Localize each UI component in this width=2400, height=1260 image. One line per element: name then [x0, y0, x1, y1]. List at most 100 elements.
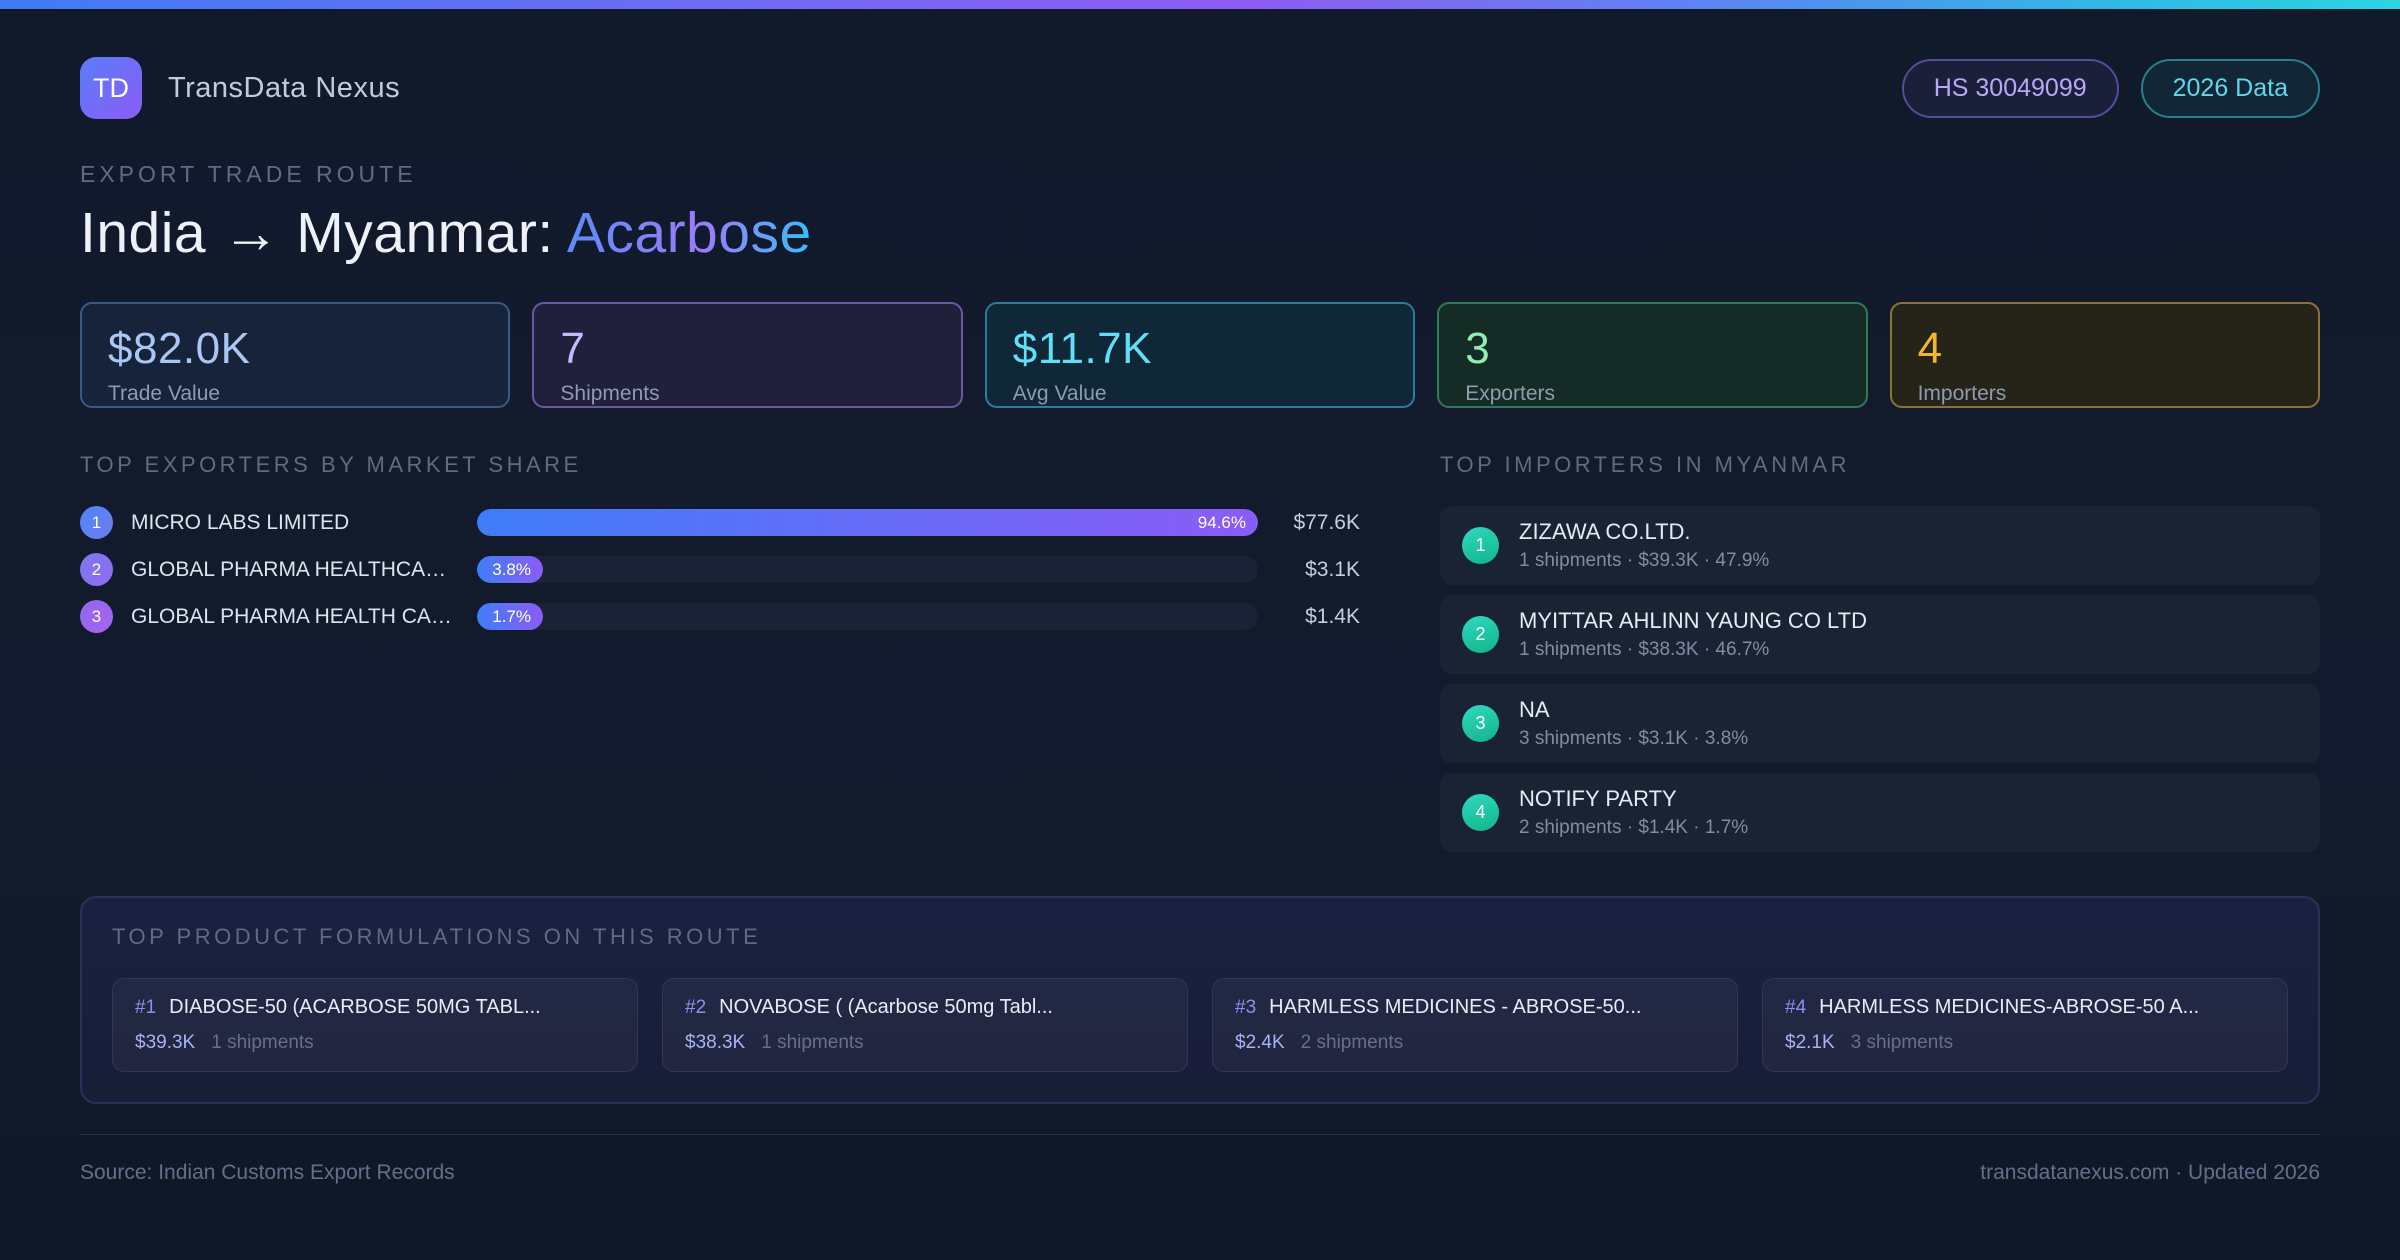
product-value: $38.3K — [685, 1032, 746, 1053]
importer-info: ZIZAWA CO.LTD. 1 shipments · $39.3K · 47… — [1519, 519, 1769, 572]
importer-card[interactable]: 1 ZIZAWA CO.LTD. 1 shipments · $39.3K · … — [1440, 506, 2320, 585]
product-name: HARMLESS MEDICINES - ABROSE-50... — [1269, 996, 1642, 1018]
exporter-name: GLOBAL PHARMA HEALTH CARE ... — [131, 604, 461, 628]
importer-info: NOTIFY PARTY 2 shipments · $1.4K · 1.7% — [1519, 786, 1748, 839]
stat-card-shipments: 7 Shipments — [532, 302, 963, 408]
importer-card[interactable]: 3 NA 3 shipments · $3.1K · 3.8% — [1440, 684, 2320, 763]
exporter-row[interactable]: 1 MICRO LABS LIMITED 94.6% $77.6K — [80, 506, 1360, 539]
stat-value: 3 — [1465, 324, 1491, 373]
footer-source: Source: Indian Customs Export Records — [80, 1161, 455, 1184]
share-percent-label: 94.6% — [1197, 512, 1246, 532]
product-top: #1 DIABOSE-50 (ACARBOSE 50MG TABL... — [135, 996, 615, 1019]
stat-value: $11.7K — [1012, 324, 1152, 373]
product-value: $2.4K — [1235, 1032, 1285, 1053]
product-value: $39.3K — [135, 1032, 196, 1053]
stat-value: $82.0K — [108, 324, 251, 373]
rank-badge: 4 — [1462, 794, 1499, 831]
share-percent-label: 3.8% — [492, 559, 531, 579]
product-card[interactable]: #4 HARMLESS MEDICINES-ABROSE-50 A... $2.… — [1762, 978, 2288, 1072]
stat-label: Shipments — [560, 382, 660, 405]
product-shipments: 1 shipments — [761, 1032, 864, 1053]
product-name: NOVABOSE ( (Acarbose 50mg Tabl... — [719, 996, 1053, 1018]
rank-badge: 3 — [80, 600, 113, 633]
stat-label: Trade Value — [108, 382, 221, 405]
product-top: #4 HARMLESS MEDICINES-ABROSE-50 A... — [1785, 996, 2265, 1019]
exporter-bar-fill: 94.6% — [477, 509, 1258, 536]
exporter-bar-fill: 3.8% — [477, 556, 543, 583]
stat-value: 7 — [560, 324, 586, 373]
product-top: #3 HARMLESS MEDICINES - ABROSE-50... — [1235, 996, 1715, 1019]
importer-info: NA 3 shipments · $3.1K · 3.8% — [1519, 697, 1748, 750]
product-name: HARMLESS MEDICINES-ABROSE-50 A... — [1819, 996, 2200, 1018]
market-share-bar-track: 94.6% — [477, 509, 1258, 536]
rank-badge: 1 — [80, 506, 113, 539]
year-data-badge[interactable]: 2026 Data — [2140, 58, 2320, 118]
importer-name: ZIZAWA CO.LTD. — [1519, 519, 1691, 544]
page-title-product: Acarbose — [566, 201, 812, 265]
importer-card[interactable]: 4 NOTIFY PARTY 2 shipments · $1.4K · 1.7… — [1440, 773, 2320, 852]
exporter-row[interactable]: 3 GLOBAL PHARMA HEALTH CARE ... 1.7% $1.… — [80, 600, 1360, 633]
main-columns: TOP EXPORTERS BY MARKET SHARE 1 MICRO LA… — [80, 452, 2320, 862]
exporter-name: MICRO LABS LIMITED — [131, 510, 350, 534]
importers-heading: TOP IMPORTERS IN MYANMAR — [1440, 452, 1850, 477]
rank-badge: 2 — [1462, 616, 1499, 653]
stat-card-importers: 4 Importers — [1889, 302, 2320, 408]
product-rank: #4 — [1785, 997, 1807, 1018]
eyebrow-label: EXPORT TRADE ROUTE — [80, 161, 417, 187]
product-shipments: 1 shipments — [211, 1032, 314, 1053]
exporter-name: GLOBAL PHARMA HEALTHCARE P... — [131, 557, 461, 581]
product-name: DIABOSE-50 (ACARBOSE 50MG TABL... — [169, 996, 541, 1018]
importer-info: MYITTAR AHLINN YAUNG CO LTD 1 shipments … — [1519, 608, 1867, 661]
exporters-section: TOP EXPORTERS BY MARKET SHARE 1 MICRO LA… — [80, 452, 1360, 647]
product-bottom: $2.4K 2 shipments — [1235, 1032, 1715, 1054]
market-share-bar-track: 3.8% — [477, 556, 1258, 583]
exporter-bar-fill: 1.7% — [477, 603, 543, 630]
importer-meta: 1 shipments · $39.3K · 47.9% — [1519, 550, 1770, 571]
importer-meta: 1 shipments · $38.3K · 46.7% — [1519, 639, 1770, 660]
stat-label: Avg Value — [1012, 382, 1107, 405]
importer-meta: 2 shipments · $1.4K · 1.7% — [1519, 817, 1749, 838]
product-card[interactable]: #2 NOVABOSE ( (Acarbose 50mg Tabl... $38… — [662, 978, 1188, 1072]
importer-name: NA — [1519, 697, 1550, 722]
product-card[interactable]: #1 DIABOSE-50 (ACARBOSE 50MG TABL... $39… — [112, 978, 638, 1072]
exporter-row[interactable]: 2 GLOBAL PHARMA HEALTHCARE P... 3.8% $3.… — [80, 553, 1360, 586]
page-title: India → Myanmar: Acarbose — [80, 200, 2320, 266]
exporter-value: $77.6K — [1293, 510, 1360, 534]
product-bottom: $38.3K 1 shipments — [685, 1032, 1165, 1054]
product-bottom: $39.3K 1 shipments — [135, 1032, 615, 1054]
footer: Source: Indian Customs Export Records tr… — [80, 1134, 2320, 1185]
page-title-route: India → Myanmar: — [80, 201, 567, 265]
importer-name: MYITTAR AHLINN YAUNG CO LTD — [1519, 608, 1867, 633]
product-top: #2 NOVABOSE ( (Acarbose 50mg Tabl... — [685, 996, 1165, 1019]
product-rank: #1 — [135, 997, 157, 1018]
footer-site: transdatanexus.com · Updated 2026 — [1980, 1161, 2320, 1184]
product-rank: #3 — [1235, 997, 1257, 1018]
rank-badge: 1 — [1462, 527, 1499, 564]
rank-badge: 3 — [1462, 705, 1499, 742]
brand-logo[interactable]: TD — [80, 57, 142, 119]
header-badges: HS 30049099 2026 Data — [1901, 58, 2320, 118]
rank-badge: 2 — [80, 553, 113, 586]
page-container: TD TransData Nexus HS 30049099 2026 Data… — [0, 9, 2400, 1185]
importer-meta: 3 shipments · $3.1K · 3.8% — [1519, 728, 1749, 749]
stat-card-trade-value: $82.0K Trade Value — [80, 302, 511, 408]
importer-name: NOTIFY PARTY — [1519, 786, 1677, 811]
stat-value: 4 — [1917, 324, 1943, 373]
exporter-value: $1.4K — [1305, 604, 1360, 628]
market-share-bar-track: 1.7% — [477, 603, 1258, 630]
hs-code-badge[interactable]: HS 30049099 — [1901, 58, 2119, 118]
product-shipments: 2 shipments — [1300, 1032, 1404, 1053]
products-panel: TOP PRODUCT FORMULATIONS ON THIS ROUTE #… — [80, 896, 2320, 1104]
stat-cards: $82.0K Trade Value 7 Shipments $11.7K Av… — [80, 302, 2320, 408]
brand: TD TransData Nexus — [80, 57, 400, 119]
top-accent-bar — [0, 0, 2400, 9]
stat-card-exporters: 3 Exporters — [1437, 302, 1868, 408]
exporter-value: $3.1K — [1305, 557, 1360, 581]
product-card[interactable]: #3 HARMLESS MEDICINES - ABROSE-50... $2.… — [1212, 978, 1738, 1072]
products-heading: TOP PRODUCT FORMULATIONS ON THIS ROUTE — [112, 924, 762, 949]
stat-card-avg-value: $11.7K Avg Value — [984, 302, 1416, 408]
product-shipments: 3 shipments — [1850, 1032, 1954, 1053]
exporters-heading: TOP EXPORTERS BY MARKET SHARE — [80, 452, 582, 477]
product-value: $2.1K — [1785, 1032, 1835, 1053]
importer-card[interactable]: 2 MYITTAR AHLINN YAUNG CO LTD 1 shipment… — [1440, 595, 2320, 674]
